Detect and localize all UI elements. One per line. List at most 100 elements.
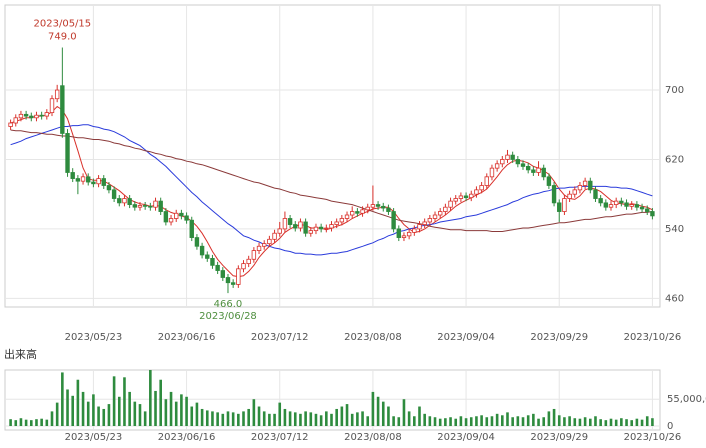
candle-body (189, 219, 194, 238)
high-value: 749.0 (48, 32, 77, 43)
volume-bar (413, 416, 416, 426)
volume-tick-label: 0 (667, 421, 673, 432)
candle-body (282, 218, 288, 230)
candle-body (624, 202, 629, 207)
candle-body (267, 238, 272, 245)
volume-bar (252, 399, 256, 426)
volume-bar (340, 406, 344, 426)
volume-bar (273, 413, 276, 426)
candle-body (448, 200, 453, 208)
candle-body (246, 258, 251, 265)
volume-bar (112, 376, 116, 426)
candle-body (639, 206, 645, 210)
volume-label: 出来高 (4, 347, 37, 361)
candle-body (65, 133, 70, 173)
candle-body (432, 214, 438, 219)
candle-body (18, 113, 24, 119)
volume-bar (123, 377, 126, 426)
price-panel (4, 4, 661, 308)
candle-body (645, 208, 650, 212)
candle-body (220, 270, 226, 278)
candle-body (546, 176, 552, 186)
volume-bar (480, 415, 483, 426)
candle-body (251, 250, 257, 260)
volume-bar (485, 417, 489, 426)
volume-bar (501, 415, 504, 426)
candle-body (505, 154, 510, 160)
candle-body (324, 227, 329, 230)
candle-body (44, 112, 50, 117)
candle-body (262, 243, 267, 247)
x-tick-label: 2023/06/16 (158, 432, 216, 443)
volume-bar (392, 416, 395, 426)
volume-bar (180, 394, 183, 426)
candle-body (634, 204, 640, 208)
volume-bar (174, 401, 178, 426)
candle-body (489, 167, 495, 178)
candle-body (619, 200, 624, 204)
x-tick-label: 2023/05/23 (65, 332, 123, 343)
volume-bar (381, 401, 385, 426)
candle-body (49, 98, 55, 114)
candle-body (562, 198, 567, 212)
candle-body (577, 185, 583, 191)
candle-body (417, 224, 422, 230)
volume-bar (645, 416, 649, 426)
candle-body (344, 214, 350, 219)
candle-body (313, 226, 319, 232)
candle-body (303, 221, 308, 234)
candle-body (148, 205, 153, 208)
candle-body (536, 167, 541, 173)
candle-body (603, 202, 609, 208)
candle-body (386, 207, 391, 212)
candle-body (34, 114, 39, 119)
y-tick-label: 620 (665, 154, 684, 165)
volume-bar (490, 416, 494, 426)
candle-body (298, 221, 303, 229)
volume-bar (195, 402, 199, 426)
volume-bar (216, 412, 219, 426)
volume-bar (9, 419, 12, 426)
y-tick-label: 540 (665, 224, 684, 235)
candle-body (494, 163, 500, 169)
candle-body (422, 221, 427, 225)
volume-bar (397, 417, 401, 426)
volume-bar (495, 413, 499, 426)
candle-body (54, 89, 60, 100)
volume-bar (66, 389, 69, 426)
volume-bar (557, 415, 561, 426)
x-tick-label: 2023/09/04 (437, 332, 495, 343)
x-tick-label: 2023/09/29 (530, 332, 588, 343)
volume-bar (169, 391, 173, 426)
volume-bar (242, 411, 245, 426)
candle-body (360, 209, 365, 214)
candle-body (350, 211, 355, 216)
x-tick-label: 2023/09/29 (530, 432, 588, 443)
volume-bar (319, 415, 323, 426)
candle-body (510, 154, 515, 160)
candle-body (531, 169, 536, 173)
candle-body (479, 185, 484, 191)
candle-body (613, 200, 619, 205)
candle-body (474, 189, 479, 195)
candle-body (60, 85, 65, 134)
volume-bar (573, 418, 577, 426)
candle-body (463, 195, 469, 199)
candle-body (205, 254, 210, 259)
candle-body (272, 232, 277, 240)
volume-bar (143, 411, 147, 426)
candle-body (127, 198, 132, 205)
volume-bar (97, 406, 100, 426)
candle-body (277, 228, 282, 234)
volume-bar (247, 408, 250, 426)
volume-bar (614, 419, 618, 426)
candle-body (153, 200, 158, 208)
candle-body (199, 245, 205, 256)
volume-bar (469, 417, 473, 426)
volume-bar (293, 412, 297, 426)
candle-body (484, 176, 489, 186)
volume-bar (76, 379, 80, 426)
volume-panel (4, 369, 661, 431)
x-tick-label: 2023/08/08 (344, 432, 402, 443)
candle-body (396, 228, 401, 238)
